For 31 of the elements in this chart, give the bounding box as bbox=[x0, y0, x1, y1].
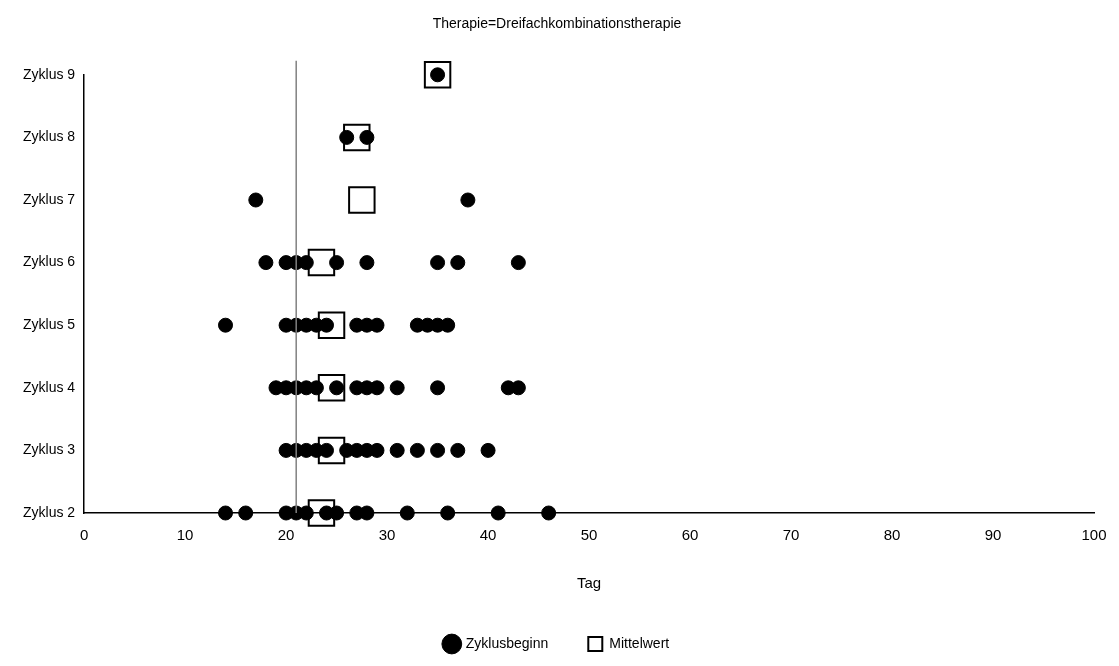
y-tick-label: Zyklus 7 bbox=[23, 190, 76, 207]
x-tick-label: 20 bbox=[277, 526, 295, 544]
legend-label: Zyklusbeginn bbox=[465, 634, 549, 651]
x-tick-label: 10 bbox=[176, 526, 194, 544]
point bbox=[317, 311, 346, 339]
x-tick-label: 100 bbox=[1081, 526, 1107, 544]
x-tick-label: 80 bbox=[883, 526, 901, 544]
y-tick-label: Zyklus 8 bbox=[23, 128, 76, 145]
x-tick-label: 70 bbox=[782, 526, 800, 544]
point bbox=[307, 499, 336, 527]
legend-label: Mittelwert bbox=[609, 634, 670, 651]
x-tick-label: 30 bbox=[378, 526, 396, 544]
x-axis-title: Tag bbox=[576, 574, 602, 592]
y-tick-label: Zyklus 3 bbox=[23, 441, 76, 458]
point bbox=[348, 186, 376, 214]
point bbox=[307, 248, 336, 277]
chart-title: Therapie=Dreifachkombinationstherapie bbox=[432, 15, 682, 32]
y-tick-label: Zyklus 6 bbox=[23, 253, 76, 270]
y-tick-label: Zyklus 4 bbox=[23, 378, 76, 395]
point bbox=[317, 374, 346, 402]
x-tick-label: 50 bbox=[580, 526, 598, 544]
point bbox=[423, 61, 452, 89]
point bbox=[343, 123, 371, 152]
y-tick-label: Zyklus 2 bbox=[23, 503, 76, 520]
x-tick-label: 0 bbox=[79, 526, 89, 544]
point bbox=[317, 436, 346, 465]
y-tick-label: Zyklus 9 bbox=[23, 65, 76, 82]
x-tick-label: 40 bbox=[479, 526, 497, 544]
y-tick-label: Zyklus 5 bbox=[23, 316, 76, 333]
x-tick-label: 60 bbox=[681, 526, 699, 544]
x-tick-label: 90 bbox=[984, 526, 1002, 544]
